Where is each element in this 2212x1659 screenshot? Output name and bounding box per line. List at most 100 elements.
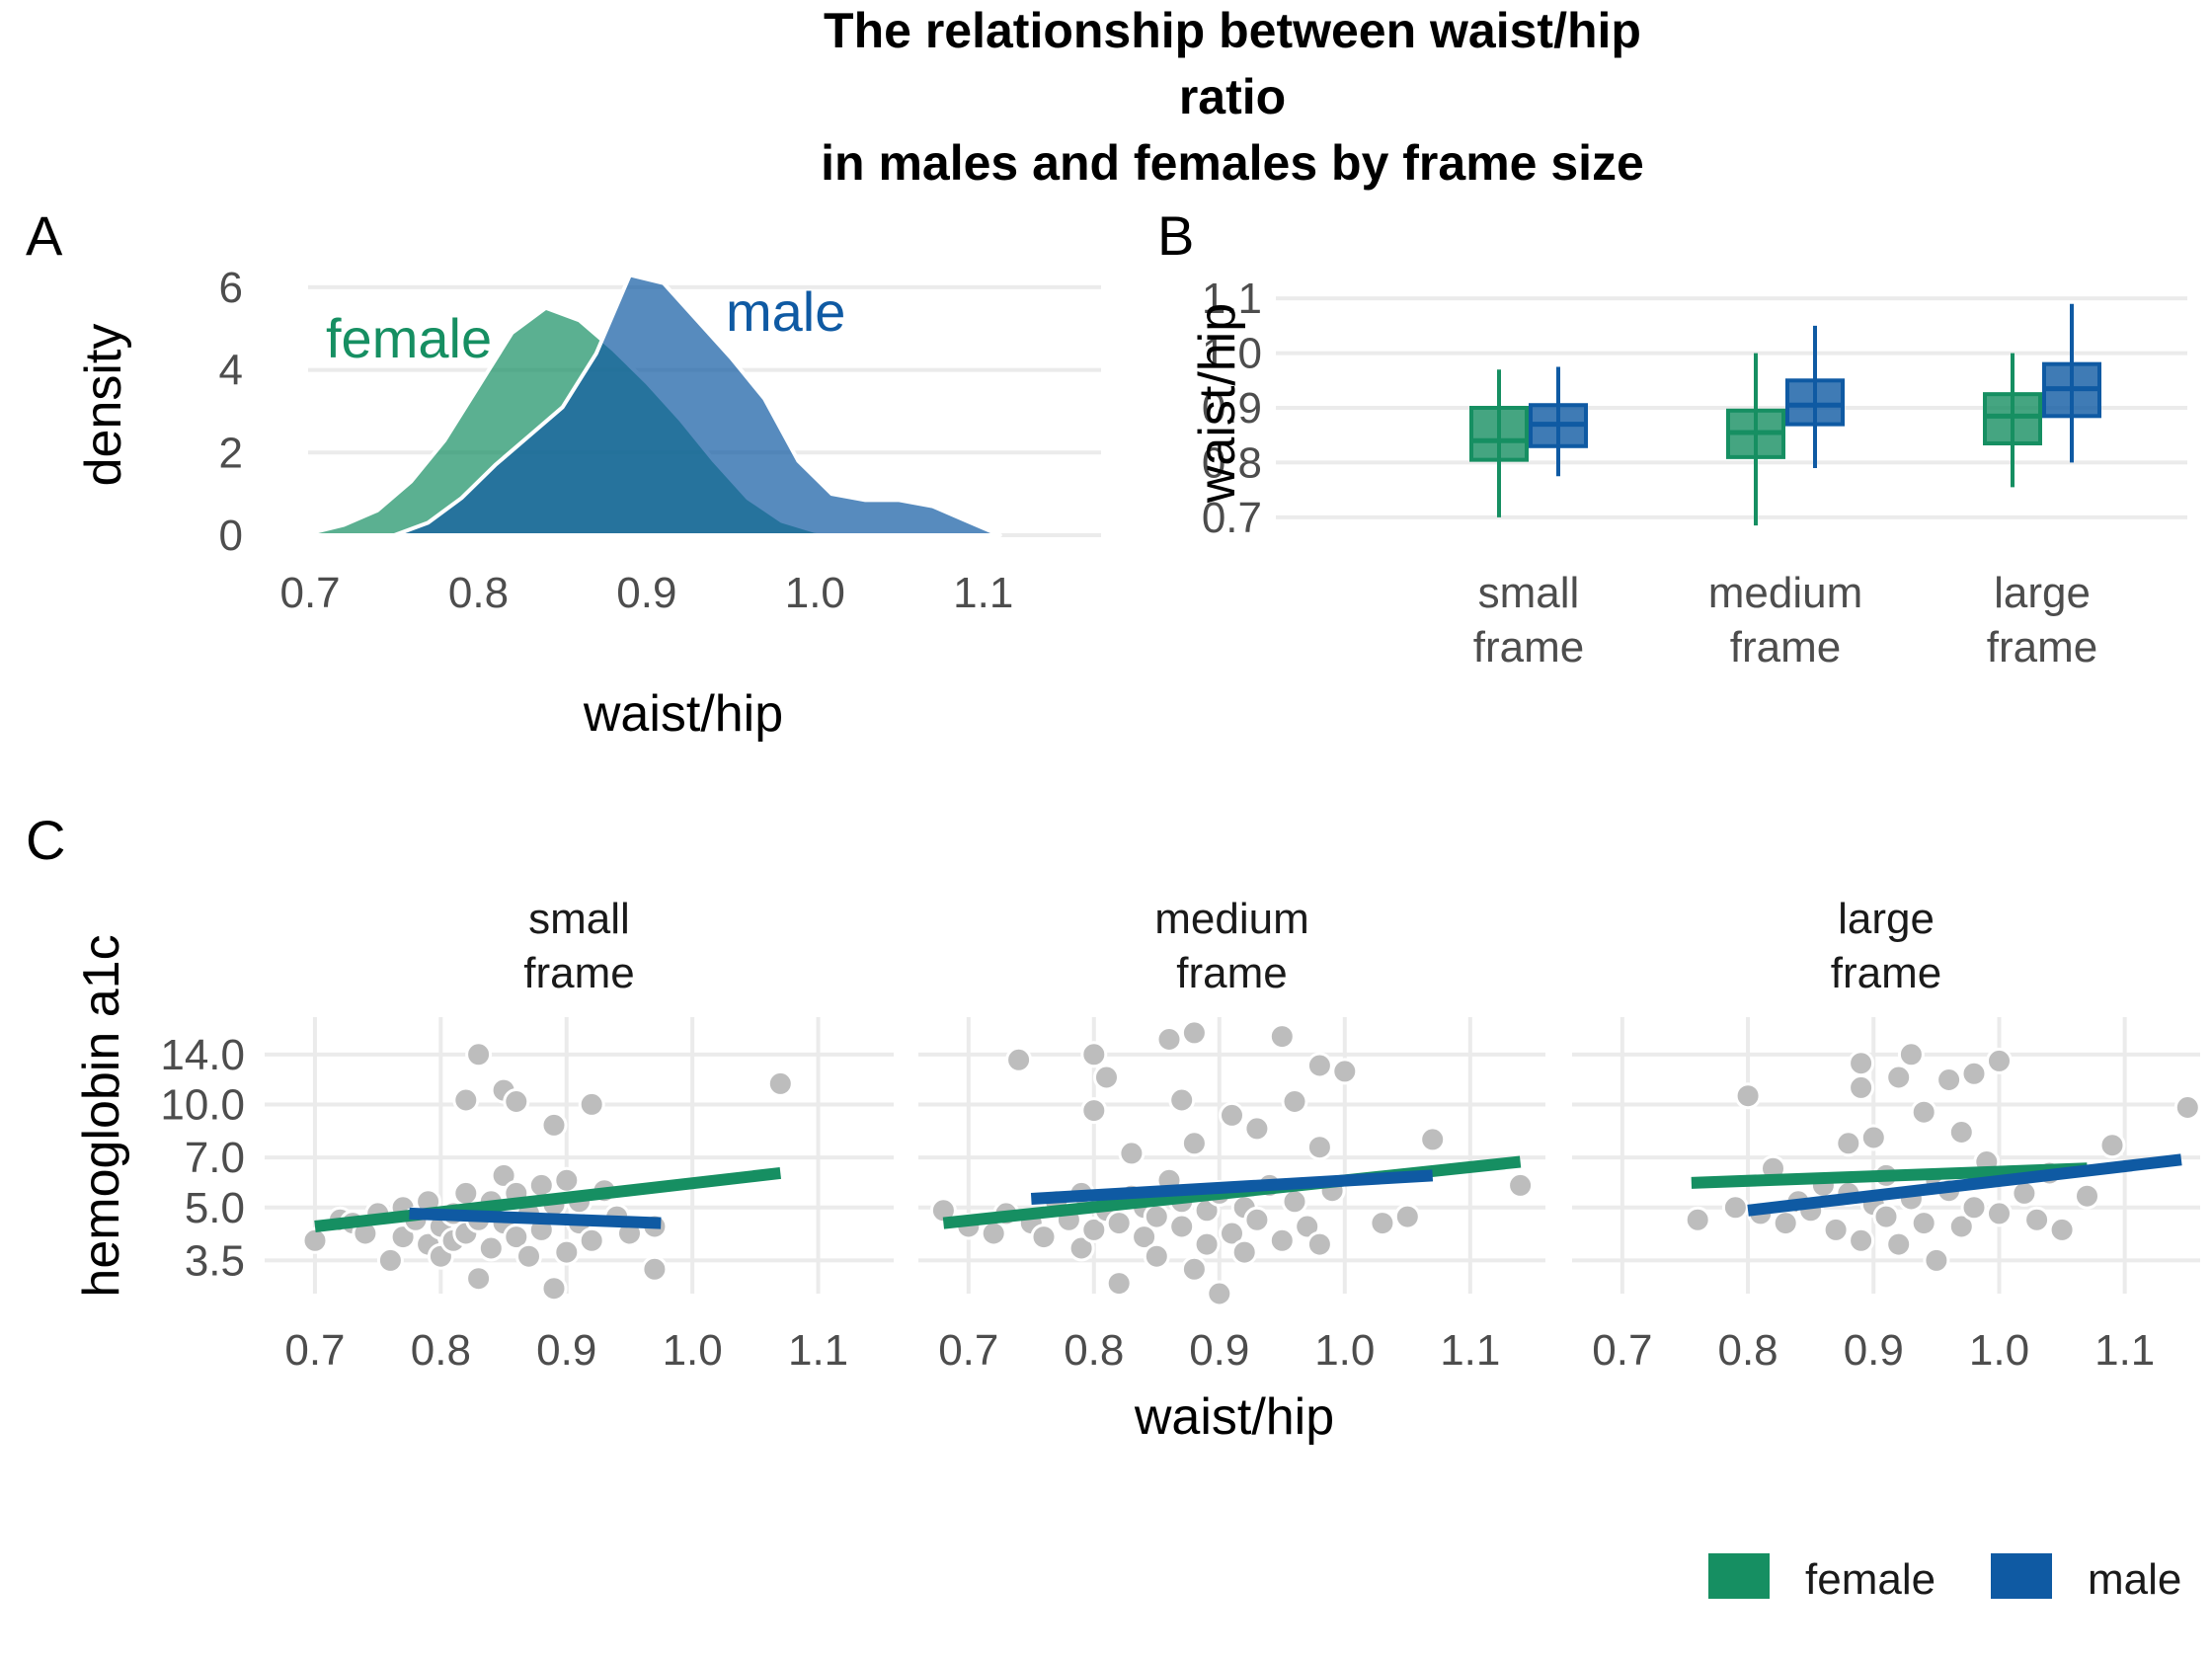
scatter-x-tick-label: 0.9 [536,1326,596,1375]
panel-tag-a: A [26,204,63,267]
scatter-point [465,1265,493,1293]
scatter-point [477,1234,505,1262]
density-y-tick-label: 2 [219,429,243,477]
scatter-point [766,1069,794,1097]
density-y-tick-label: 4 [219,347,243,395]
scatter-y-tick-label: 14.0 [160,1031,245,1079]
scatter-point [2173,1094,2201,1121]
figure-title: The relationship between waist/hip ratio… [821,3,1644,191]
scatter-point [1986,1047,2013,1074]
scatter-y-tick-label: 3.5 [185,1236,245,1285]
scatter-x-tick-label: 1.1 [1440,1326,1500,1375]
scatter-point [515,1242,542,1270]
scatter-point [1734,1082,1762,1110]
density-areas [275,273,1002,537]
scatter-point [1281,1188,1308,1216]
scatter-y-tick-label: 5.0 [185,1184,245,1232]
scatter-point [1936,1066,1963,1093]
boxplot-y-tick-label: 0.7 [1202,494,1262,542]
scatter-y-tick-label: 7.0 [185,1134,245,1182]
scatter-point [1005,1046,1033,1073]
scatter-x-tick-label: 0.7 [284,1326,345,1375]
boxplot-y-tick-label: 0.9 [1202,384,1262,433]
scatter-point [2098,1132,2126,1159]
scatter-point [1772,1210,1799,1237]
scatter-x-tick-label: 1.0 [1969,1326,2029,1375]
boxplot-category-label: frame [1730,623,1841,672]
scatter-point [1859,1124,1887,1151]
scatter-point [1131,1224,1158,1251]
density-x-tick-label: 0.9 [616,569,676,617]
boxplot-y-axis-title: waist/hip [1189,303,1246,504]
scatter-point [1835,1130,1862,1157]
scatter-point [1331,1058,1359,1085]
boxplot-gridlines [1276,296,2187,519]
scatter-point [1294,1213,1321,1240]
male-density-area [392,273,1002,537]
density-x-tick-label: 1.1 [953,569,1013,617]
boxplot-category-label: large [1994,569,2091,617]
scatter-x-tick-label: 0.7 [938,1326,998,1375]
scatter-point [503,1224,530,1251]
male-density-label: male [726,280,845,343]
density-y-tick-label: 6 [219,264,243,312]
scatter-point [1305,1134,1333,1161]
scatter-x-tick-label: 1.1 [2094,1326,2155,1375]
legend-label-male: male [2088,1555,2181,1604]
legend: female male [1708,1553,2181,1604]
scatter-point [1155,1026,1183,1053]
scatter-x-tick-label: 0.9 [1844,1326,1904,1375]
boxplot-category-label: small [1478,569,1580,617]
density-y-ticks: 0 2 4 6 [219,264,243,560]
scatter-point [1305,1052,1333,1079]
boxplot-category-label: frame [1987,623,2097,672]
male-trend-line [1030,1169,1434,1205]
density-y-tick-label: 0 [219,512,243,560]
female-trend-line [314,1167,782,1232]
scatter-point [1080,1097,1108,1125]
scatter-point [465,1041,493,1068]
scatter-point [1281,1088,1308,1115]
scatter-point [1180,1019,1208,1047]
panel-tag-c: C [26,809,65,871]
density-y-axis-title: density [75,324,132,487]
legend-swatch-female [1708,1553,1770,1599]
facet-strip-label: small [528,895,630,943]
scatter-point [1910,1210,1937,1237]
female-box [1469,406,1529,462]
boxplot-y-tick-label: 1.0 [1202,330,1262,378]
scatter-point [1219,1101,1245,1129]
scatter-facet: large frame 0.7 0.8 0.9 1.0 1.1 [1572,895,2201,1375]
scatter-point [1105,1270,1133,1298]
scatter-point [1872,1203,1900,1230]
scatter-point [1230,1238,1258,1266]
facet-strip-label: frame [1176,949,1287,997]
scatter-point [1193,1230,1221,1258]
boxplot-y-tick-label: 0.8 [1202,438,1262,487]
scatter-point [490,1161,517,1189]
scatter-point [1947,1213,1975,1240]
facet-strip-label: frame [1831,949,1941,997]
scatter-x-tick-label: 1.0 [1314,1326,1375,1375]
facet-strip-label: medium [1154,895,1309,943]
boxplot-y-tick-label: 1.1 [1202,275,1262,323]
scatter-point [1848,1226,1875,1254]
scatter-x-tick-label: 0.7 [1592,1326,1652,1375]
scatter-point [553,1166,581,1194]
scatter-point [301,1226,329,1254]
scatter-facets: small frame 0.7 0.8 0.9 1.0 1.1 3.55.07.0 10.014… [160,895,2201,1375]
boxplot-category-label: frame [1473,623,1584,672]
title-line-1: The relationship between waist/hip [824,3,1641,58]
scatter-point [1143,1203,1170,1230]
legend-label-female: female [1805,1555,1936,1604]
female-density-label: female [326,307,492,369]
scatter-point [503,1088,530,1115]
scatter-facet: small frame 0.7 0.8 0.9 1.0 1.1 3.55.07.0 10.014… [160,895,894,1375]
scatter-x-tick-label: 1.1 [788,1326,848,1375]
scatter-x-tick-label: 0.8 [1717,1326,1778,1375]
scatter-point [553,1238,581,1266]
density-x-tick-label: 1.0 [785,569,845,617]
scatter-point [1243,1115,1271,1143]
scatter-point [452,1179,480,1207]
scatter-point [1960,1194,1988,1222]
